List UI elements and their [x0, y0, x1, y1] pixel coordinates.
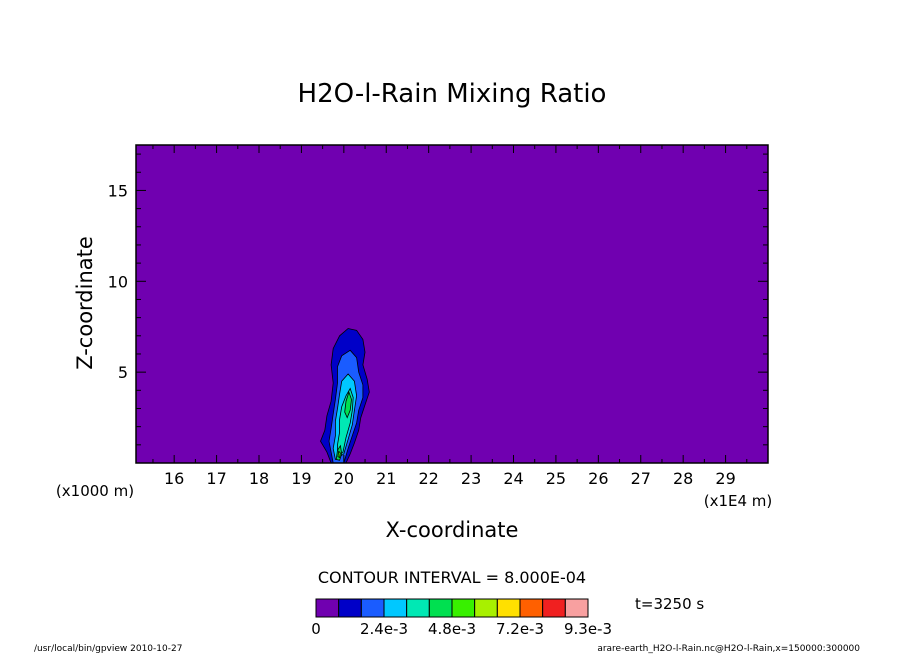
colorbar-swatch: [451, 598, 476, 618]
y-axis: 5 10 15: [108, 153, 768, 446]
x-tick-label: 24: [503, 469, 523, 488]
chart-title: H2O-l-Rain Mixing Ratio: [298, 79, 607, 109]
contour-region-7: [337, 450, 341, 459]
x-tick-label: 21: [376, 469, 396, 488]
colorbar-swatch: [406, 598, 430, 618]
colorbar-swatch: [496, 598, 521, 618]
contour-regions: [320, 328, 370, 464]
x-tick-label: 27: [631, 469, 651, 488]
x-tick-label: 29: [715, 469, 735, 488]
colorbar-label: 0: [311, 620, 321, 638]
plot-frame: [135, 144, 769, 464]
colorbar-swatch: [315, 598, 340, 618]
x-tick-label: 16: [164, 469, 184, 488]
x-tick-label: 25: [546, 469, 566, 488]
y-tick-label: 10: [108, 272, 128, 291]
contour-interval-text: CONTOUR INTERVAL = 8.000E-04: [318, 568, 586, 587]
footer-right: arare-earth_H2O-l-Rain.nc@H2O-l-Rain,x=1…: [597, 644, 860, 654]
x-tick-label: 19: [291, 469, 311, 488]
x-tick-label: 20: [334, 469, 354, 488]
colorbar-swatch: [474, 598, 498, 618]
x-tick-label: 26: [588, 469, 608, 488]
x-tick-label: 22: [418, 469, 438, 488]
footer-left: /usr/local/bin/gpview 2010-10-27: [34, 644, 182, 654]
x-unit-label: (x1E4 m): [704, 492, 773, 510]
x-tick-label: 23: [461, 469, 481, 488]
colorbar-label: 9.3e-3: [564, 620, 612, 638]
x-tick-label: 17: [206, 469, 226, 488]
colorbar-label: 2.4e-3: [360, 620, 408, 638]
colorbar-label: 4.8e-3: [428, 620, 476, 638]
colorbar-swatch: [360, 598, 385, 618]
y-unit-label: (x1000 m): [56, 482, 134, 500]
contour-region-5: [344, 390, 352, 419]
y-tick-label: 15: [108, 181, 128, 200]
colorbar-swatch: [428, 598, 453, 618]
plot-area: [136, 145, 768, 463]
y-axis-label: Z-coordinate: [73, 236, 97, 370]
x-axis: 16 17 18 19 20 21 22 23 24 25 26 27 28 29: [152, 145, 748, 488]
colorbar-swatch: [564, 598, 589, 618]
colorbar-swatch: [383, 598, 408, 618]
x-axis-label: X-coordinate: [386, 518, 519, 542]
colorbar-swatch: [542, 598, 566, 618]
colorbar-label: 7.2e-3: [496, 620, 544, 638]
time-text: t=3250 s: [635, 595, 704, 613]
colorbar-swatch: [519, 598, 544, 618]
x-tick-label: 28: [673, 469, 693, 488]
colorbar: [315, 598, 589, 618]
y-tick-label: 5: [118, 363, 128, 382]
colorbar-swatch: [338, 598, 362, 618]
colorbar-labels: 0 2.4e-3 4.8e-3 7.2e-3 9.3e-3: [311, 620, 612, 638]
x-tick-label: 18: [249, 469, 269, 488]
